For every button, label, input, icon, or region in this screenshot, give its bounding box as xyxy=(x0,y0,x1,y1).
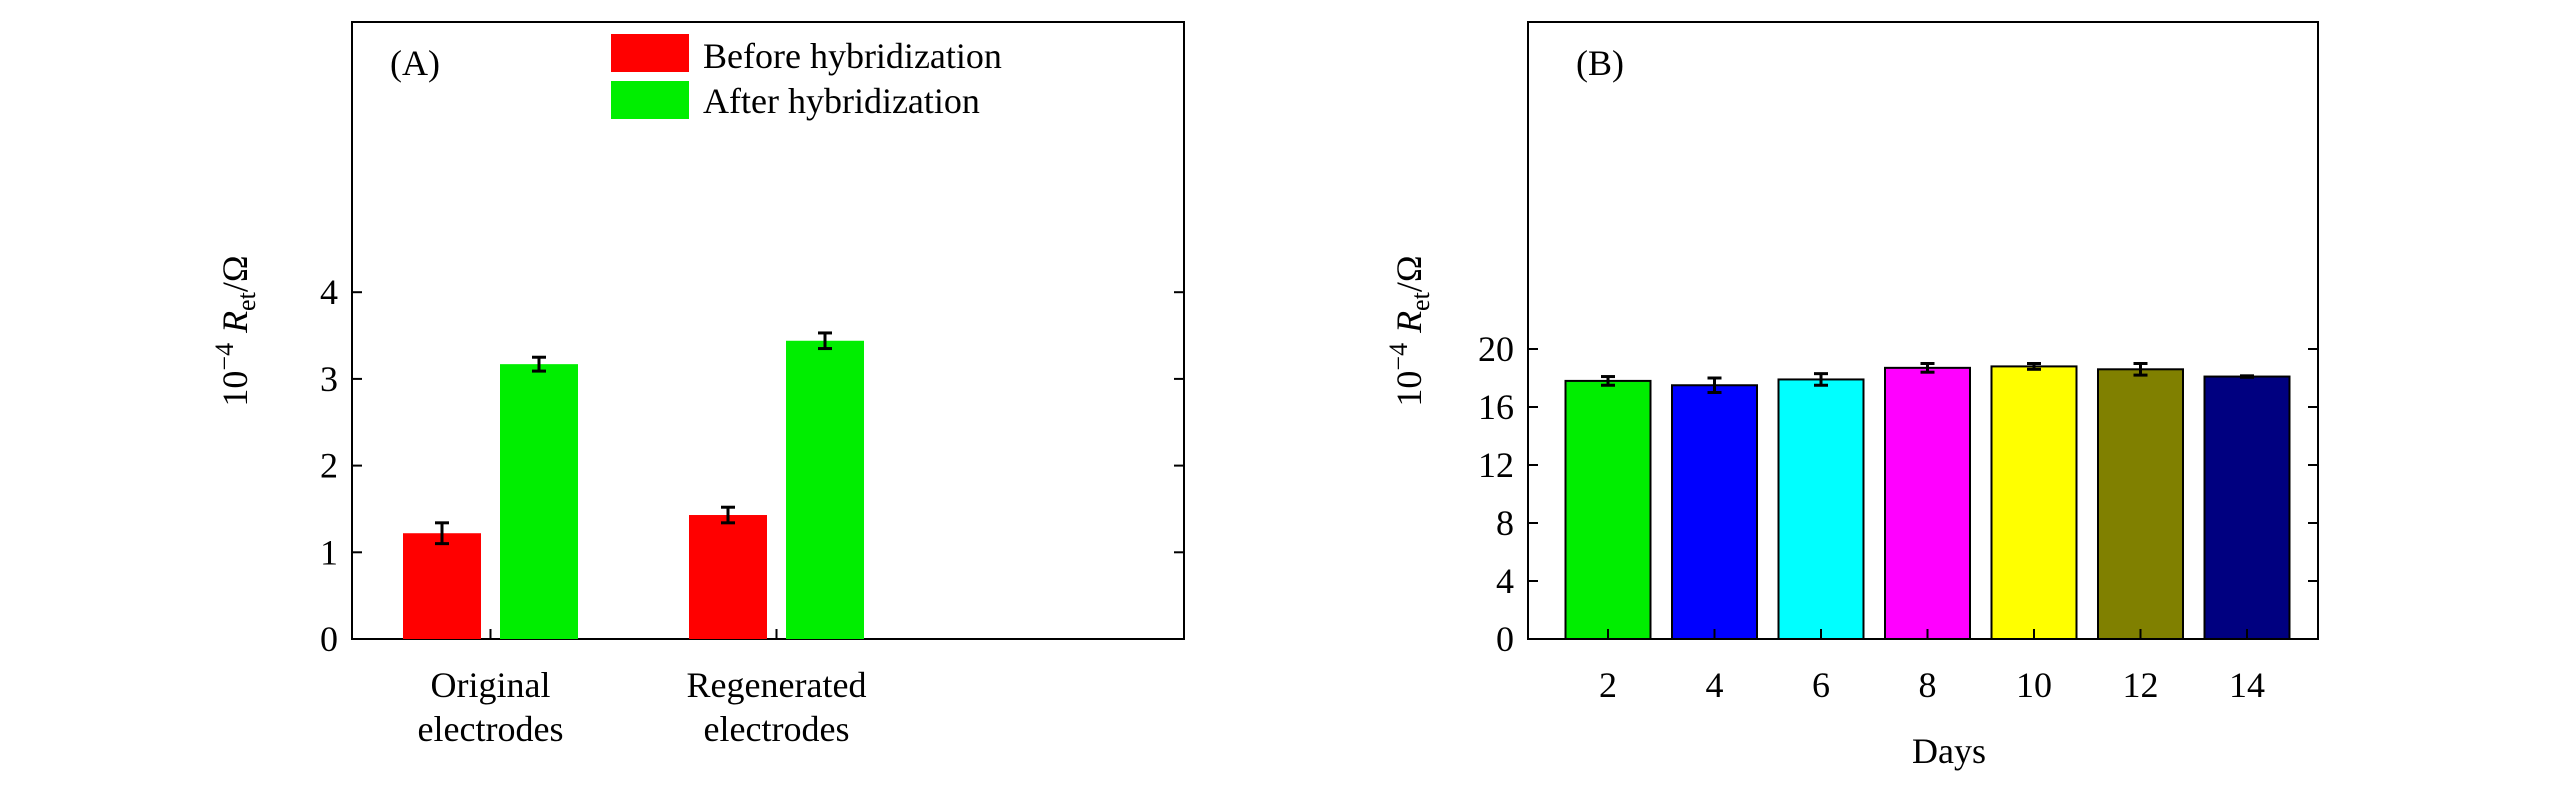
error-bar-after-original xyxy=(532,355,546,373)
panel-a-y-ticks: 0 1 2 3 4 xyxy=(320,272,1184,659)
panel-b-x-tick-label-6: 6 xyxy=(1812,665,1830,705)
legend-label-after-hybridization: After hybridization xyxy=(703,81,980,121)
bar-after-hybridization-original xyxy=(500,364,578,639)
panel-a-category-label-1-line-1: electrodes xyxy=(704,709,850,749)
panel-b-y-tick-label-1: 4 xyxy=(1496,561,1514,601)
error-bar-day-12 xyxy=(2133,362,2148,377)
panel-a-plot-frame xyxy=(351,21,1185,640)
panel-a-y-tick-label-0: 0 xyxy=(320,619,338,659)
panel-a-y-axis-title: 10−4Ret/Ω xyxy=(210,255,261,406)
error-bar-day-14 xyxy=(2240,374,2254,379)
panel-b-y-tick-label-0: 0 xyxy=(1496,619,1514,659)
panel-b-y-tick-label-2: 8 xyxy=(1496,503,1514,543)
panel-a-label: (A) xyxy=(390,43,440,83)
legend-swatch-before-hybridization xyxy=(611,34,689,72)
error-bar-before-regenerated xyxy=(721,505,735,525)
error-bar-day-10 xyxy=(2027,362,2041,371)
panel-b-bars xyxy=(1564,365,2291,640)
bar-after-hybridization-regenerated xyxy=(786,340,864,639)
bar-before-hybridization-regenerated xyxy=(689,515,767,639)
panel-b-x-axis-title: Days xyxy=(1912,731,1986,771)
bar-day-8 xyxy=(1884,366,1971,640)
panel-b-y-ticks: 0 4 8 12 16 20 xyxy=(1478,329,2318,659)
panel-a-bars xyxy=(403,340,864,639)
panel-b-x-tick-label-8: 8 xyxy=(1919,665,1937,705)
bar-before-hybridization-original xyxy=(403,533,481,639)
error-bar-after-regenerated xyxy=(818,331,832,351)
panel-a-category-label-0-line-0: Original xyxy=(431,665,551,705)
error-bar-day-2 xyxy=(1601,375,1615,387)
error-bar-day-8 xyxy=(1920,362,1935,374)
bar-day-4 xyxy=(1671,384,1758,640)
panel-b-y-tick-label-4: 16 xyxy=(1478,387,1514,427)
panel-b-category-labels: 2 4 6 8 10 12 14 xyxy=(1599,629,2265,705)
panel-a-error-bars xyxy=(435,331,832,546)
panel-a-y-tick-label-1: 1 xyxy=(320,532,338,572)
panel-b-x-tick-label-12: 12 xyxy=(2123,665,2159,705)
bar-day-12 xyxy=(2097,368,2184,640)
panel-a-y-tick-label-2: 2 xyxy=(320,446,338,486)
panel-b-y-tick-label-5: 20 xyxy=(1478,329,1514,369)
bar-day-2 xyxy=(1564,379,1652,640)
panel-b-y-axis-title: 10−4Ret/Ω xyxy=(1384,255,1435,406)
panel-b-x-tick-label-10: 10 xyxy=(2016,665,2052,705)
error-bar-before-original xyxy=(435,521,449,546)
error-bar-day-4 xyxy=(1707,376,1722,394)
panel-b-x-tick-label-14: 14 xyxy=(2229,665,2265,705)
panel-a-category-label-1-line-0: Regenerated xyxy=(687,665,867,705)
bar-day-10 xyxy=(1990,365,2078,640)
panel-a-y-tick-label-4: 4 xyxy=(320,272,338,312)
bar-day-6 xyxy=(1777,378,1865,640)
panel-b-error-bars xyxy=(1601,362,2254,394)
panel-a-y-tick-label-3: 3 xyxy=(320,359,338,399)
panel-b-y-tick-label-3: 12 xyxy=(1478,445,1514,485)
panel-a-category-label-0-line-1: electrodes xyxy=(418,709,564,749)
panel-b-x-tick-label-4: 4 xyxy=(1706,665,1724,705)
panel-a-bar-chart: (A) 10−4Ret/Ω Before hybridization After… xyxy=(210,21,1185,749)
legend-label-before-hybridization: Before hybridization xyxy=(703,36,1002,76)
legend-swatch-after-hybridization xyxy=(611,81,689,119)
bar-day-14 xyxy=(2203,375,2291,640)
panel-a-legend: Before hybridization After hybridization xyxy=(611,34,1002,121)
panel-b-label: (B) xyxy=(1576,43,1624,83)
panel-b-x-tick-label-2: 2 xyxy=(1599,665,1617,705)
error-bar-day-6 xyxy=(1814,372,1828,387)
